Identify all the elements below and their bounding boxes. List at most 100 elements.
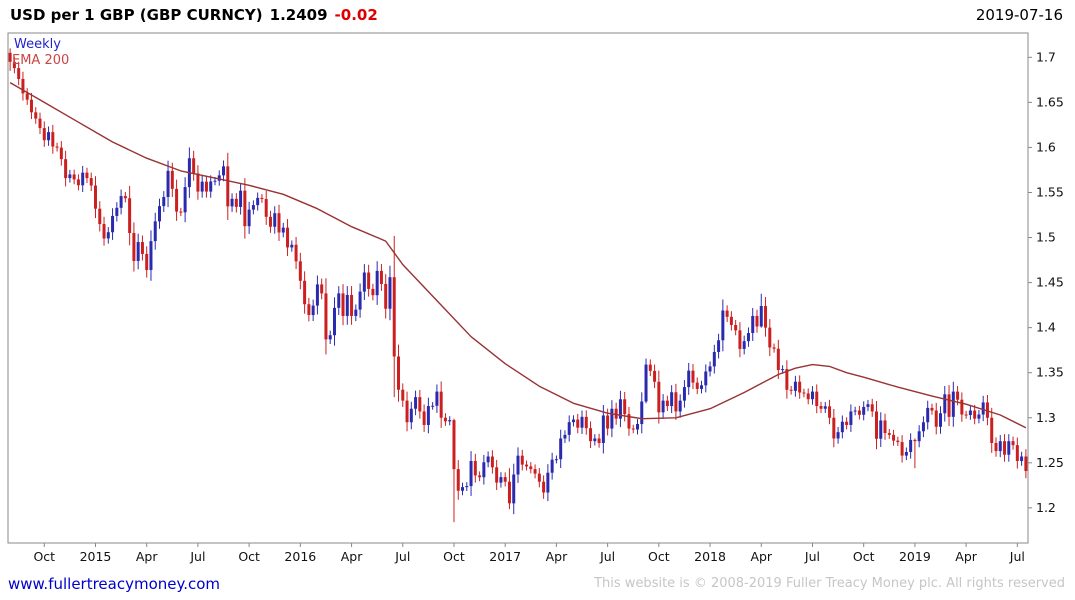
- candle-body: [981, 402, 985, 415]
- candle-body: [1011, 441, 1015, 446]
- y-tick-label: 1.2: [1036, 500, 1056, 515]
- candle-body: [913, 439, 917, 442]
- candle-body: [559, 438, 563, 460]
- ema-legend-label: EMA 200: [12, 53, 70, 68]
- x-tick-label: Oct: [648, 549, 670, 564]
- candle-body: [653, 370, 657, 382]
- candle-body: [166, 170, 170, 197]
- candle-body: [81, 172, 85, 186]
- candle-body: [717, 340, 721, 352]
- candle-body: [828, 406, 832, 418]
- candle-body: [239, 190, 243, 207]
- candle-body: [414, 397, 418, 409]
- candle-body: [857, 410, 861, 415]
- candle-body: [593, 438, 597, 442]
- candle-body: [921, 422, 925, 432]
- candle-body: [136, 242, 140, 261]
- candle-body: [72, 174, 76, 180]
- candle-body: [1003, 441, 1007, 455]
- candle-body: [443, 417, 447, 422]
- candle-body: [968, 410, 972, 416]
- candle-body: [145, 253, 149, 270]
- candle-body: [606, 415, 610, 429]
- candle-body: [704, 371, 708, 386]
- candle-body: [128, 198, 132, 234]
- candle-body: [614, 408, 618, 419]
- candle-body: [482, 462, 486, 478]
- candle-body: [478, 475, 482, 478]
- candle-body: [956, 391, 960, 400]
- x-tick-label: 2015: [80, 549, 112, 564]
- candle-body: [1007, 441, 1011, 455]
- candle-body: [874, 411, 878, 439]
- candle-body: [85, 172, 89, 179]
- x-tick-label: Apr: [750, 549, 772, 564]
- candle-body: [76, 179, 80, 186]
- candle-body: [158, 206, 162, 222]
- candle-body: [59, 147, 63, 160]
- candle-body: [977, 414, 981, 419]
- candle-body: [840, 421, 844, 433]
- candle-body: [636, 424, 639, 430]
- candle-body: [499, 477, 503, 483]
- candle-body: [51, 132, 55, 147]
- candle-body: [917, 431, 921, 442]
- candle-body: [98, 208, 102, 225]
- candle-body: [746, 333, 750, 342]
- x-tick-label: 2016: [284, 549, 316, 564]
- candle-body: [268, 216, 272, 227]
- chart-header: USD per 1 GBP (GBP CURNCY) 1.2409 -0.02 20…: [10, 6, 1063, 24]
- candle-body: [862, 406, 866, 415]
- website-link[interactable]: www.fullertreacymoney.com: [8, 575, 221, 593]
- candle-body: [563, 434, 567, 439]
- candle-body: [1020, 456, 1024, 462]
- candle-body: [213, 180, 217, 182]
- candle-body: [320, 284, 324, 294]
- candle-body: [640, 401, 644, 425]
- candle-body: [909, 439, 913, 452]
- candle-body: [234, 198, 238, 207]
- candle-body: [836, 432, 840, 439]
- candle-body: [734, 324, 738, 331]
- candle-body: [379, 270, 383, 284]
- candle-body: [111, 215, 115, 233]
- candle-body: [951, 391, 955, 417]
- candle-body: [781, 369, 785, 371]
- candle-body: [217, 175, 221, 181]
- candle-body: [729, 316, 733, 325]
- candle-body: [25, 93, 29, 100]
- candle-body: [520, 455, 524, 465]
- candle-body: [315, 284, 319, 306]
- y-tick-label: 1.35: [1036, 365, 1064, 380]
- candle-body: [682, 387, 686, 401]
- timeframe-label: Weekly: [14, 37, 61, 52]
- candle-body: [687, 370, 691, 388]
- candle-body: [162, 196, 166, 207]
- price-change: -0.02: [334, 6, 378, 24]
- candle-body: [845, 421, 849, 425]
- candle-body: [384, 283, 388, 309]
- candle-body: [17, 68, 21, 79]
- x-tick-label: Jul: [804, 549, 820, 564]
- price-chart: 1.2 1.25 1.3 1.35 1.4 1.45 1.5 1.55 1.6 1.65 1.7 Oc…: [7, 32, 1064, 564]
- candle-body: [456, 469, 460, 491]
- candle-body: [431, 405, 435, 407]
- candle-body: [29, 99, 33, 113]
- candle-body: [819, 406, 823, 409]
- candle-body: [691, 370, 695, 383]
- y-tick-label: 1.5: [1036, 230, 1056, 245]
- candle-body: [251, 205, 255, 210]
- x-tick-label: Apr: [955, 549, 977, 564]
- chart-date: 2019-07-16: [975, 6, 1063, 24]
- candle-body: [298, 261, 302, 281]
- candle-body: [392, 277, 396, 357]
- candle-body: [832, 417, 836, 439]
- candle-body: [503, 477, 507, 482]
- candle-body: [38, 118, 42, 129]
- candle-body: [751, 315, 755, 334]
- chart-title-group: USD per 1 GBP (GBP CURNCY) 1.2409 -0.02: [10, 6, 378, 24]
- candle-body: [55, 146, 59, 148]
- candle-body: [324, 293, 328, 340]
- candle-body: [354, 309, 358, 316]
- last-price: 1.2409: [269, 6, 328, 24]
